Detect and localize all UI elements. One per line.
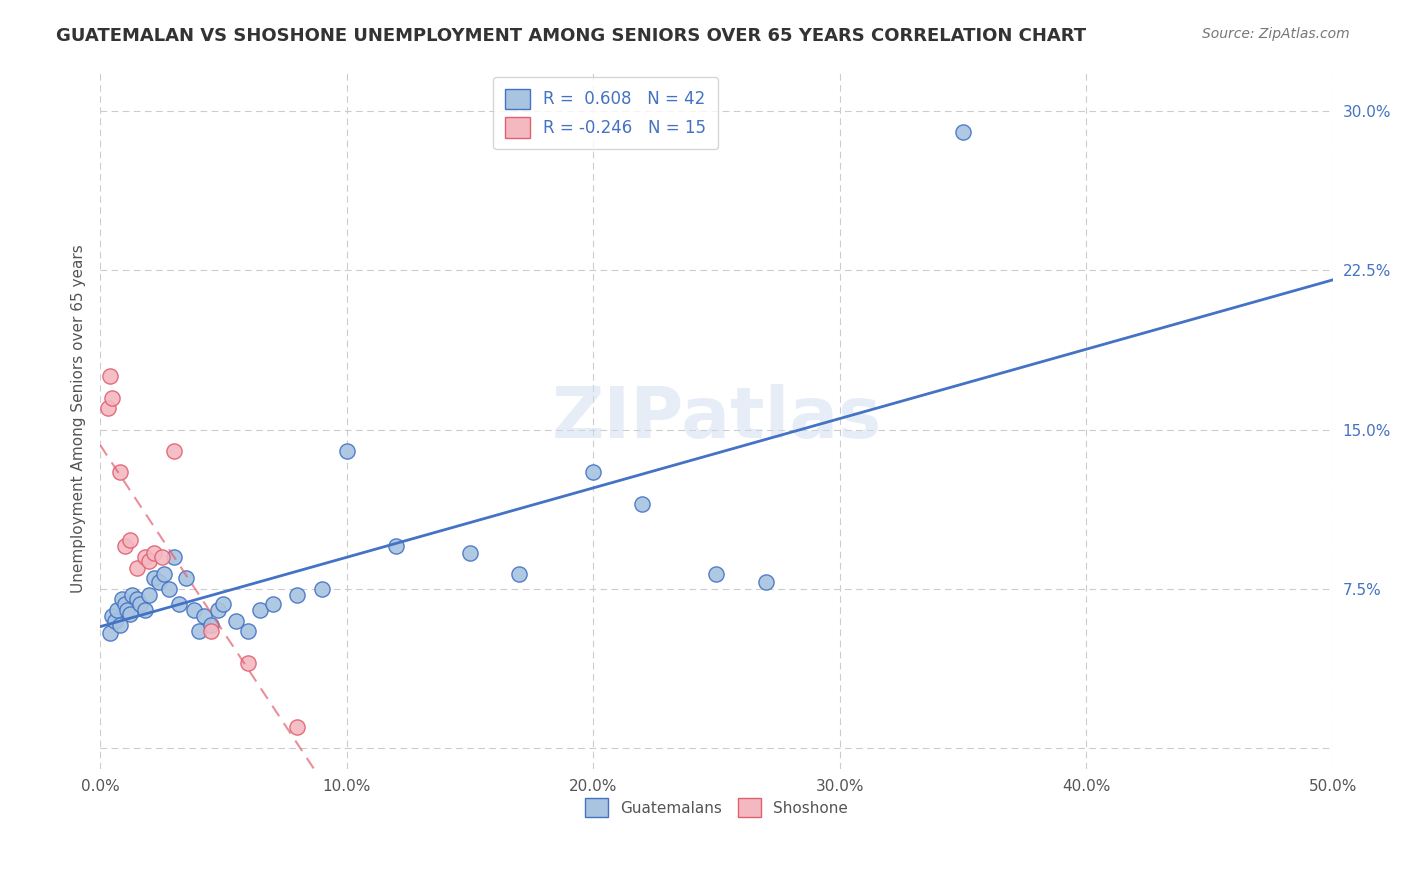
Point	[121, 588, 143, 602]
Point	[200, 624, 222, 639]
Point	[105, 603, 128, 617]
Point	[111, 592, 134, 607]
Point	[127, 560, 149, 574]
Point	[153, 566, 176, 581]
Point	[104, 614, 127, 628]
Point	[134, 549, 156, 564]
Point	[138, 588, 160, 602]
Point	[236, 624, 259, 639]
Point	[117, 603, 139, 617]
Point	[128, 597, 150, 611]
Point	[311, 582, 333, 596]
Point	[207, 603, 229, 617]
Point	[249, 603, 271, 617]
Point	[582, 465, 605, 479]
Point	[262, 597, 284, 611]
Point	[148, 575, 170, 590]
Text: Source: ZipAtlas.com: Source: ZipAtlas.com	[1202, 27, 1350, 41]
Point	[183, 603, 205, 617]
Point	[114, 539, 136, 553]
Point	[285, 588, 308, 602]
Point	[631, 497, 654, 511]
Point	[157, 582, 180, 596]
Point	[134, 603, 156, 617]
Point	[138, 554, 160, 568]
Point	[336, 443, 359, 458]
Point	[176, 571, 198, 585]
Point	[98, 626, 121, 640]
Text: GUATEMALAN VS SHOSHONE UNEMPLOYMENT AMONG SENIORS OVER 65 YEARS CORRELATION CHAR: GUATEMALAN VS SHOSHONE UNEMPLOYMENT AMON…	[56, 27, 1087, 45]
Point	[200, 618, 222, 632]
Point	[108, 618, 131, 632]
Point	[508, 566, 530, 581]
Point	[96, 401, 118, 416]
Point	[285, 720, 308, 734]
Point	[167, 597, 190, 611]
Point	[187, 624, 209, 639]
Point	[706, 566, 728, 581]
Point	[458, 546, 481, 560]
Point	[101, 609, 124, 624]
Point	[952, 125, 974, 139]
Point	[385, 539, 408, 553]
Point	[118, 607, 141, 622]
Point	[163, 443, 186, 458]
Point	[225, 614, 247, 628]
Point	[236, 656, 259, 670]
Point	[150, 549, 173, 564]
Y-axis label: Unemployment Among Seniors over 65 years: Unemployment Among Seniors over 65 years	[72, 244, 86, 593]
Point	[108, 465, 131, 479]
Point	[143, 546, 166, 560]
Point	[101, 391, 124, 405]
Point	[114, 597, 136, 611]
Point	[127, 592, 149, 607]
Text: ZIPatlas: ZIPatlas	[551, 384, 882, 453]
Point	[143, 571, 166, 585]
Point	[212, 597, 235, 611]
Legend: Guatemalans, Shoshone: Guatemalans, Shoshone	[578, 791, 855, 825]
Point	[118, 533, 141, 547]
Point	[98, 369, 121, 384]
Point	[163, 549, 186, 564]
Point	[755, 575, 778, 590]
Point	[193, 609, 215, 624]
